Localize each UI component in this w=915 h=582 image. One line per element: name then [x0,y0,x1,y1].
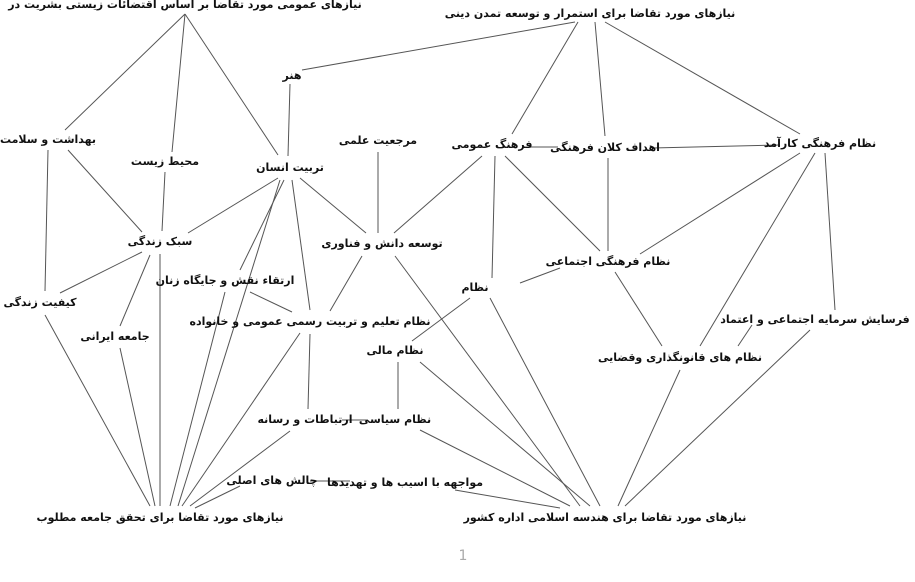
node-label: چالش های اصلی [226,474,317,487]
edge [59,251,143,294]
edge [44,314,151,507]
node-label: ارتباطات و رسانه [258,413,353,426]
edge [307,333,311,410]
edge [44,149,49,292]
edge [604,21,801,135]
edge [454,489,561,509]
edge [119,254,151,327]
node-label: فرسایش سرمایه اجتماعی و اعتماد [720,313,910,326]
node-label: مرجعیت علمی [339,134,417,147]
node-label: نظام تعلیم و تربیت رسمی عمومی و خانواده [189,315,430,328]
edge [519,267,561,284]
node-label: اهداف کلان فرهنگی [550,141,660,154]
node-label: نظام سیاسی [359,413,431,426]
edge [624,329,811,507]
edge [411,297,471,342]
node-label: بهداشت و سلامت [0,133,96,146]
node-label: نظام [461,281,488,294]
edge [737,324,753,347]
node-label: نظام های قانونگذاری وقضایی [598,351,762,364]
edge [291,179,311,311]
node-label: نیازهای مورد تقاضا برای استمرار و توسعه … [445,7,736,20]
edge [393,155,483,234]
nodes: نیازهای عمومی مورد تقاضا بر اساس اقتضائا… [0,0,910,524]
edge [67,149,143,233]
node-label: نیازهای مورد تقاضا برای تحقق جامعه مطلوب [37,511,284,524]
node-label: مواجهه با اسیب ها و تهدیدها [327,476,483,489]
edge [639,152,801,255]
node-label: ارتقاء نقش و جایگاه زنان [156,274,295,287]
edge [171,13,186,153]
edge [181,332,301,507]
node-label: نظام مالی [366,344,423,357]
edge [169,291,226,507]
edge [329,255,363,312]
edge [189,430,291,507]
edge [419,361,591,507]
edge [419,429,571,507]
edge [617,369,681,507]
node-label: کیفیت زندگی [3,296,77,309]
edge [511,21,579,135]
edge [614,271,663,347]
edge [119,347,156,507]
edge [184,13,279,156]
node-label: نیازهای مورد تقاضا برای هندسه اسلامی ادا… [463,511,747,524]
node-label: محیط زیست [131,155,199,168]
edge [651,144,781,149]
edge [161,171,166,232]
page-number: 1 [459,548,468,564]
edge [491,155,496,279]
edge [249,291,293,313]
edge [824,152,836,311]
edge [177,179,281,507]
edge [64,13,186,131]
node-label: تربیت انسان [256,161,324,174]
node-label: سبک زندگی [128,235,193,248]
edge [699,152,816,347]
edge [239,179,285,271]
node-label: جامعه ایرانی [80,330,149,343]
node-label: نظام فرهنگی اجتماعی [546,255,671,268]
edge [299,177,367,234]
edge [301,21,576,71]
edge [504,155,601,252]
node-label: هنر [282,69,302,82]
edge [489,297,601,507]
edge [594,21,606,137]
node-label: توسعه دانش و فناوری [321,237,442,250]
edge [194,485,241,509]
edge [287,83,291,157]
edge [187,177,279,234]
edge [394,255,581,507]
node-label: فرهنگ عمومی [452,137,533,151]
node-label: نیازهای عمومی مورد تقاضا بر اساس اقتضائا… [7,0,362,11]
edges [44,13,836,509]
node-label: نظام فرهنگی کارآمد [764,136,876,150]
